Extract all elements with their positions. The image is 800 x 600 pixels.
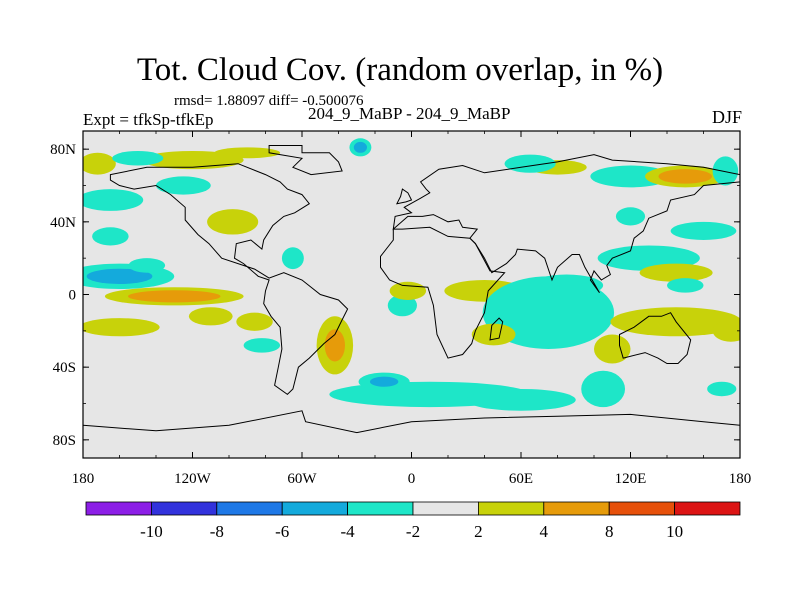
colorbar-swatch	[347, 501, 414, 516]
season-label: DJF	[712, 107, 743, 127]
colorbar-swatch	[412, 501, 479, 516]
colorbar-swatch	[674, 501, 741, 516]
colorbar-label: 8	[605, 522, 614, 541]
contour-blob	[141, 150, 244, 170]
contour-blob	[83, 189, 144, 211]
contour-blob	[658, 169, 713, 184]
case-label: 204_9_MaBP - 204_9_MaBP	[308, 104, 511, 123]
coastline-layer	[83, 145, 740, 458]
contour-blob	[86, 268, 153, 284]
contour-blob	[353, 141, 367, 153]
coastline	[268, 145, 343, 176]
contour-blob	[594, 334, 631, 364]
colorbar-swatch	[216, 501, 283, 516]
colorbar-label: 2	[474, 522, 483, 541]
x-tick-label: 120W	[174, 471, 212, 487]
colorbar-label: -2	[406, 522, 420, 541]
contour-blob	[530, 274, 604, 297]
x-tick-label: 0	[408, 471, 416, 487]
contour-blob	[712, 156, 739, 186]
contour-blob	[214, 147, 281, 159]
contour-blob	[670, 221, 737, 241]
contour-blob	[92, 227, 129, 246]
contour-blob	[667, 278, 704, 293]
x-tick-label: 60E	[509, 471, 533, 487]
x-tick-label: 120E	[615, 471, 647, 487]
colorbar-swatch	[281, 501, 349, 516]
contour-blob	[389, 281, 427, 300]
contour-blob	[369, 376, 399, 387]
colorbar-swatch	[150, 501, 218, 516]
colorbar-label: 10	[666, 522, 683, 541]
x-tick-label: 180	[72, 471, 95, 487]
colorbar: -10 -8 -6 -4 -2 2 4 8 10	[85, 501, 741, 541]
contour-blob	[83, 152, 116, 175]
colorbar-swatch	[477, 501, 545, 516]
contour-blob	[639, 263, 713, 282]
contour-blob	[712, 319, 740, 342]
y-tick-label: 40S	[53, 360, 76, 376]
contour-blob	[610, 307, 740, 337]
y-axis: 80N 40N 0 40S 80S	[50, 142, 740, 449]
coastline	[619, 312, 692, 364]
y-tick-label: 40N	[50, 215, 76, 231]
contour-blob	[466, 388, 576, 411]
y-tick-label: 0	[69, 288, 77, 304]
y-tick-label: 80N	[50, 142, 76, 158]
x-axis: 180 120W 60W 0 60E 120E 180	[72, 131, 752, 487]
colorbar-swatch	[543, 501, 610, 516]
colorbar-label: -10	[140, 522, 163, 541]
contour-blob	[112, 150, 164, 166]
contour-blob	[707, 381, 737, 397]
coastline	[489, 317, 504, 341]
contour-blob	[236, 312, 273, 331]
contour-blob	[128, 290, 221, 303]
colorbar-swatch	[608, 501, 676, 516]
contour-blob	[128, 258, 166, 273]
colorbar-label: -4	[341, 522, 356, 541]
colorbar-label: -8	[210, 522, 224, 541]
contour-blob	[281, 247, 304, 270]
contour-blob	[243, 338, 281, 353]
coastline	[392, 154, 740, 293]
contour-blob	[83, 318, 160, 337]
contour-blob	[471, 323, 516, 346]
coastline	[109, 163, 349, 396]
x-tick-label: 180	[729, 471, 752, 487]
contour-blob	[324, 329, 345, 362]
contour-blob	[207, 209, 259, 235]
x-tick-label: 60W	[287, 471, 317, 487]
contour-blob	[615, 207, 646, 226]
colorbar-label: 4	[540, 522, 549, 541]
coastline	[380, 226, 506, 359]
stats-label: rmsd= 1.88097 diff= -0.500076	[174, 93, 364, 109]
coastline	[395, 188, 413, 205]
contour-blob	[188, 307, 233, 326]
contour-blob	[387, 294, 417, 317]
experiment-label: Expt = tfkSp-tfkEp	[83, 110, 214, 129]
y-tick-label: 80S	[53, 433, 76, 449]
colorbar-swatch	[85, 501, 152, 516]
contour-blob	[156, 176, 211, 195]
coastline	[83, 410, 740, 458]
colorbar-label: -6	[275, 522, 289, 541]
contour-blob	[581, 370, 626, 408]
chart-title: Tot. Cloud Cov. (random overlap, in %)	[136, 52, 664, 88]
